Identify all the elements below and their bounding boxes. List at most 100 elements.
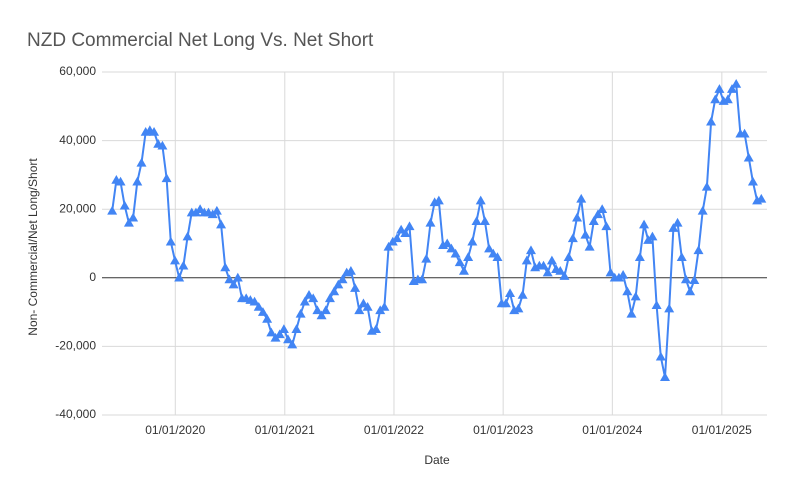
data-point (266, 327, 277, 337)
data-point (626, 308, 637, 318)
data-point (174, 272, 185, 282)
data-point (672, 217, 683, 227)
x-tick-label: 01/01/2020 (145, 423, 205, 437)
y-tick-label: -20,000 (55, 339, 96, 353)
data-point (538, 260, 549, 270)
x-tick-label: 01/01/2024 (582, 423, 642, 437)
y-tick-label: 60,000 (59, 64, 96, 78)
data-point (308, 293, 319, 303)
data-point (668, 223, 679, 232)
data-point (567, 233, 578, 243)
data-point (542, 267, 553, 277)
data-point (463, 252, 474, 261)
data-point (119, 200, 130, 210)
data-point (262, 313, 273, 323)
y-axis-label: Non- Commercial/Net Long/Short (26, 158, 40, 336)
data-point (739, 128, 750, 138)
data-point (697, 205, 708, 215)
x-tick-label: 01/01/2025 (692, 423, 752, 437)
data-point (756, 193, 767, 203)
data-point (680, 274, 691, 284)
data-point (747, 176, 758, 186)
data-point (576, 193, 587, 203)
data-point (471, 216, 482, 225)
data-point (165, 236, 176, 246)
data-point (442, 238, 453, 248)
data-point (169, 255, 180, 265)
data-point (639, 219, 650, 229)
data-point (743, 152, 754, 162)
x-tick-label: 01/01/2022 (364, 423, 424, 437)
data-point (563, 252, 574, 261)
data-point (484, 243, 495, 253)
data-point (580, 229, 591, 239)
data-point (383, 241, 394, 251)
data-point (132, 176, 143, 186)
data-point (274, 329, 285, 339)
data-point (685, 286, 696, 296)
data-point (228, 279, 239, 289)
data-point (299, 296, 310, 306)
data-point (178, 260, 189, 270)
x-tick-label: 01/01/2021 (255, 423, 315, 437)
data-point (253, 301, 264, 311)
data-point (505, 288, 516, 297)
data-point (714, 84, 725, 93)
data-point (287, 339, 298, 349)
data-point (492, 252, 503, 261)
data-point (257, 307, 268, 316)
chart-title: NZD Commercial Net Long Vs. Net Short (27, 30, 374, 51)
data-point (324, 293, 335, 303)
data-point (588, 216, 599, 225)
data-point (278, 324, 289, 333)
data-point (525, 245, 536, 255)
data-point (232, 272, 243, 282)
data-point (249, 296, 260, 306)
data-point (149, 127, 160, 136)
data-point (295, 308, 306, 318)
data-point (605, 267, 616, 277)
data-point (404, 221, 415, 231)
data-point (555, 265, 566, 275)
data-point (664, 303, 675, 313)
x-axis-label: Date (424, 453, 450, 467)
data-point (417, 274, 428, 284)
data-point (425, 217, 436, 227)
data-point (622, 286, 633, 296)
data-point (572, 212, 583, 222)
data-point (479, 216, 490, 225)
data-point (601, 221, 612, 231)
data-point (283, 334, 294, 344)
data-point (710, 94, 721, 104)
data-point (379, 301, 390, 311)
data-point (693, 245, 704, 255)
y-tick-label: 20,000 (59, 201, 96, 215)
data-point (546, 255, 557, 265)
data-point (421, 253, 432, 263)
data-point (634, 252, 645, 261)
data-point (731, 79, 742, 88)
data-point (592, 209, 603, 219)
data-point (517, 289, 528, 299)
data-point (701, 181, 712, 191)
data-point (446, 243, 457, 253)
data-point (706, 116, 717, 126)
data-point (458, 265, 469, 275)
data-point (475, 195, 486, 205)
data-point (521, 255, 532, 265)
data-point (727, 84, 737, 93)
data-point (350, 283, 361, 292)
data-point (354, 305, 365, 315)
data-point (722, 94, 733, 104)
data-point (128, 212, 139, 222)
data-point (559, 271, 570, 280)
data-point (433, 195, 444, 205)
data-point (618, 270, 629, 279)
data-point (450, 248, 461, 258)
y-tick-label: 40,000 (59, 133, 96, 147)
y-tick-label: -40,000 (55, 407, 96, 421)
data-point (613, 272, 624, 282)
data-point (467, 236, 478, 246)
